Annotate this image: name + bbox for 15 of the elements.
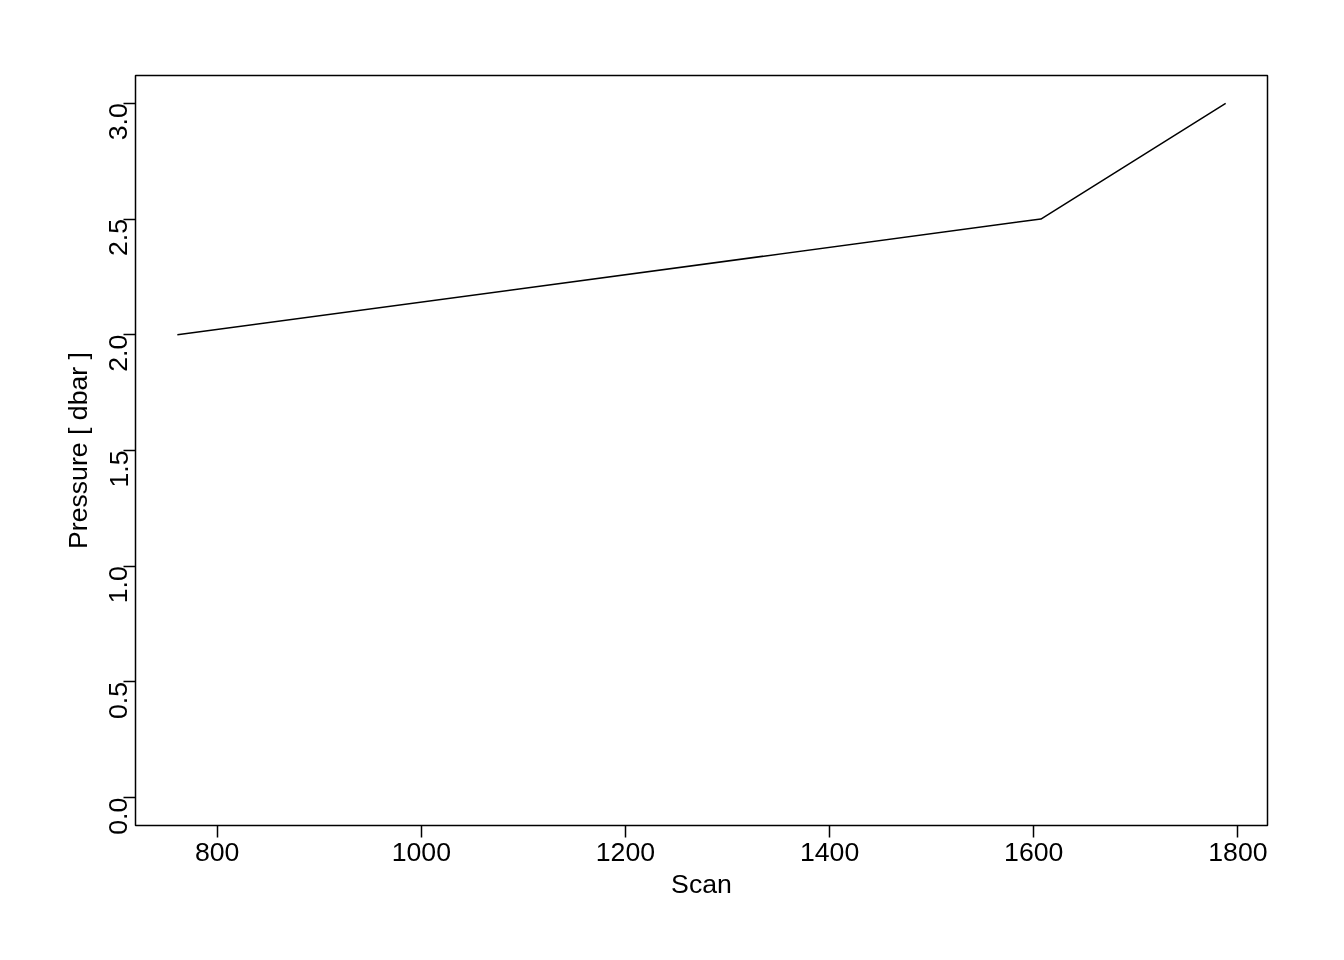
y-tick-label: 0.5 [103, 681, 134, 720]
x-tick-label: 800 [194, 836, 240, 867]
y-tick-label: 1.5 [103, 450, 134, 488]
x-axis-title: Scan [671, 868, 732, 899]
y-axis-title: Pressure [ dbar ] [62, 351, 93, 550]
y-tick-label: 0.0 [103, 797, 134, 835]
y-tick-label: 3.0 [103, 103, 134, 141]
x-tick-label: 1600 [1004, 836, 1064, 867]
x-tick-label: 1800 [1208, 836, 1268, 867]
y-tick-label: 2.5 [103, 219, 134, 257]
y-tick-label: 1.0 [103, 566, 134, 604]
x-tick-label: 1000 [391, 836, 451, 867]
y-tick-label: 2.0 [103, 334, 134, 372]
x-tick-label: 1200 [595, 836, 656, 867]
x-tick-label: 1400 [799, 836, 860, 867]
